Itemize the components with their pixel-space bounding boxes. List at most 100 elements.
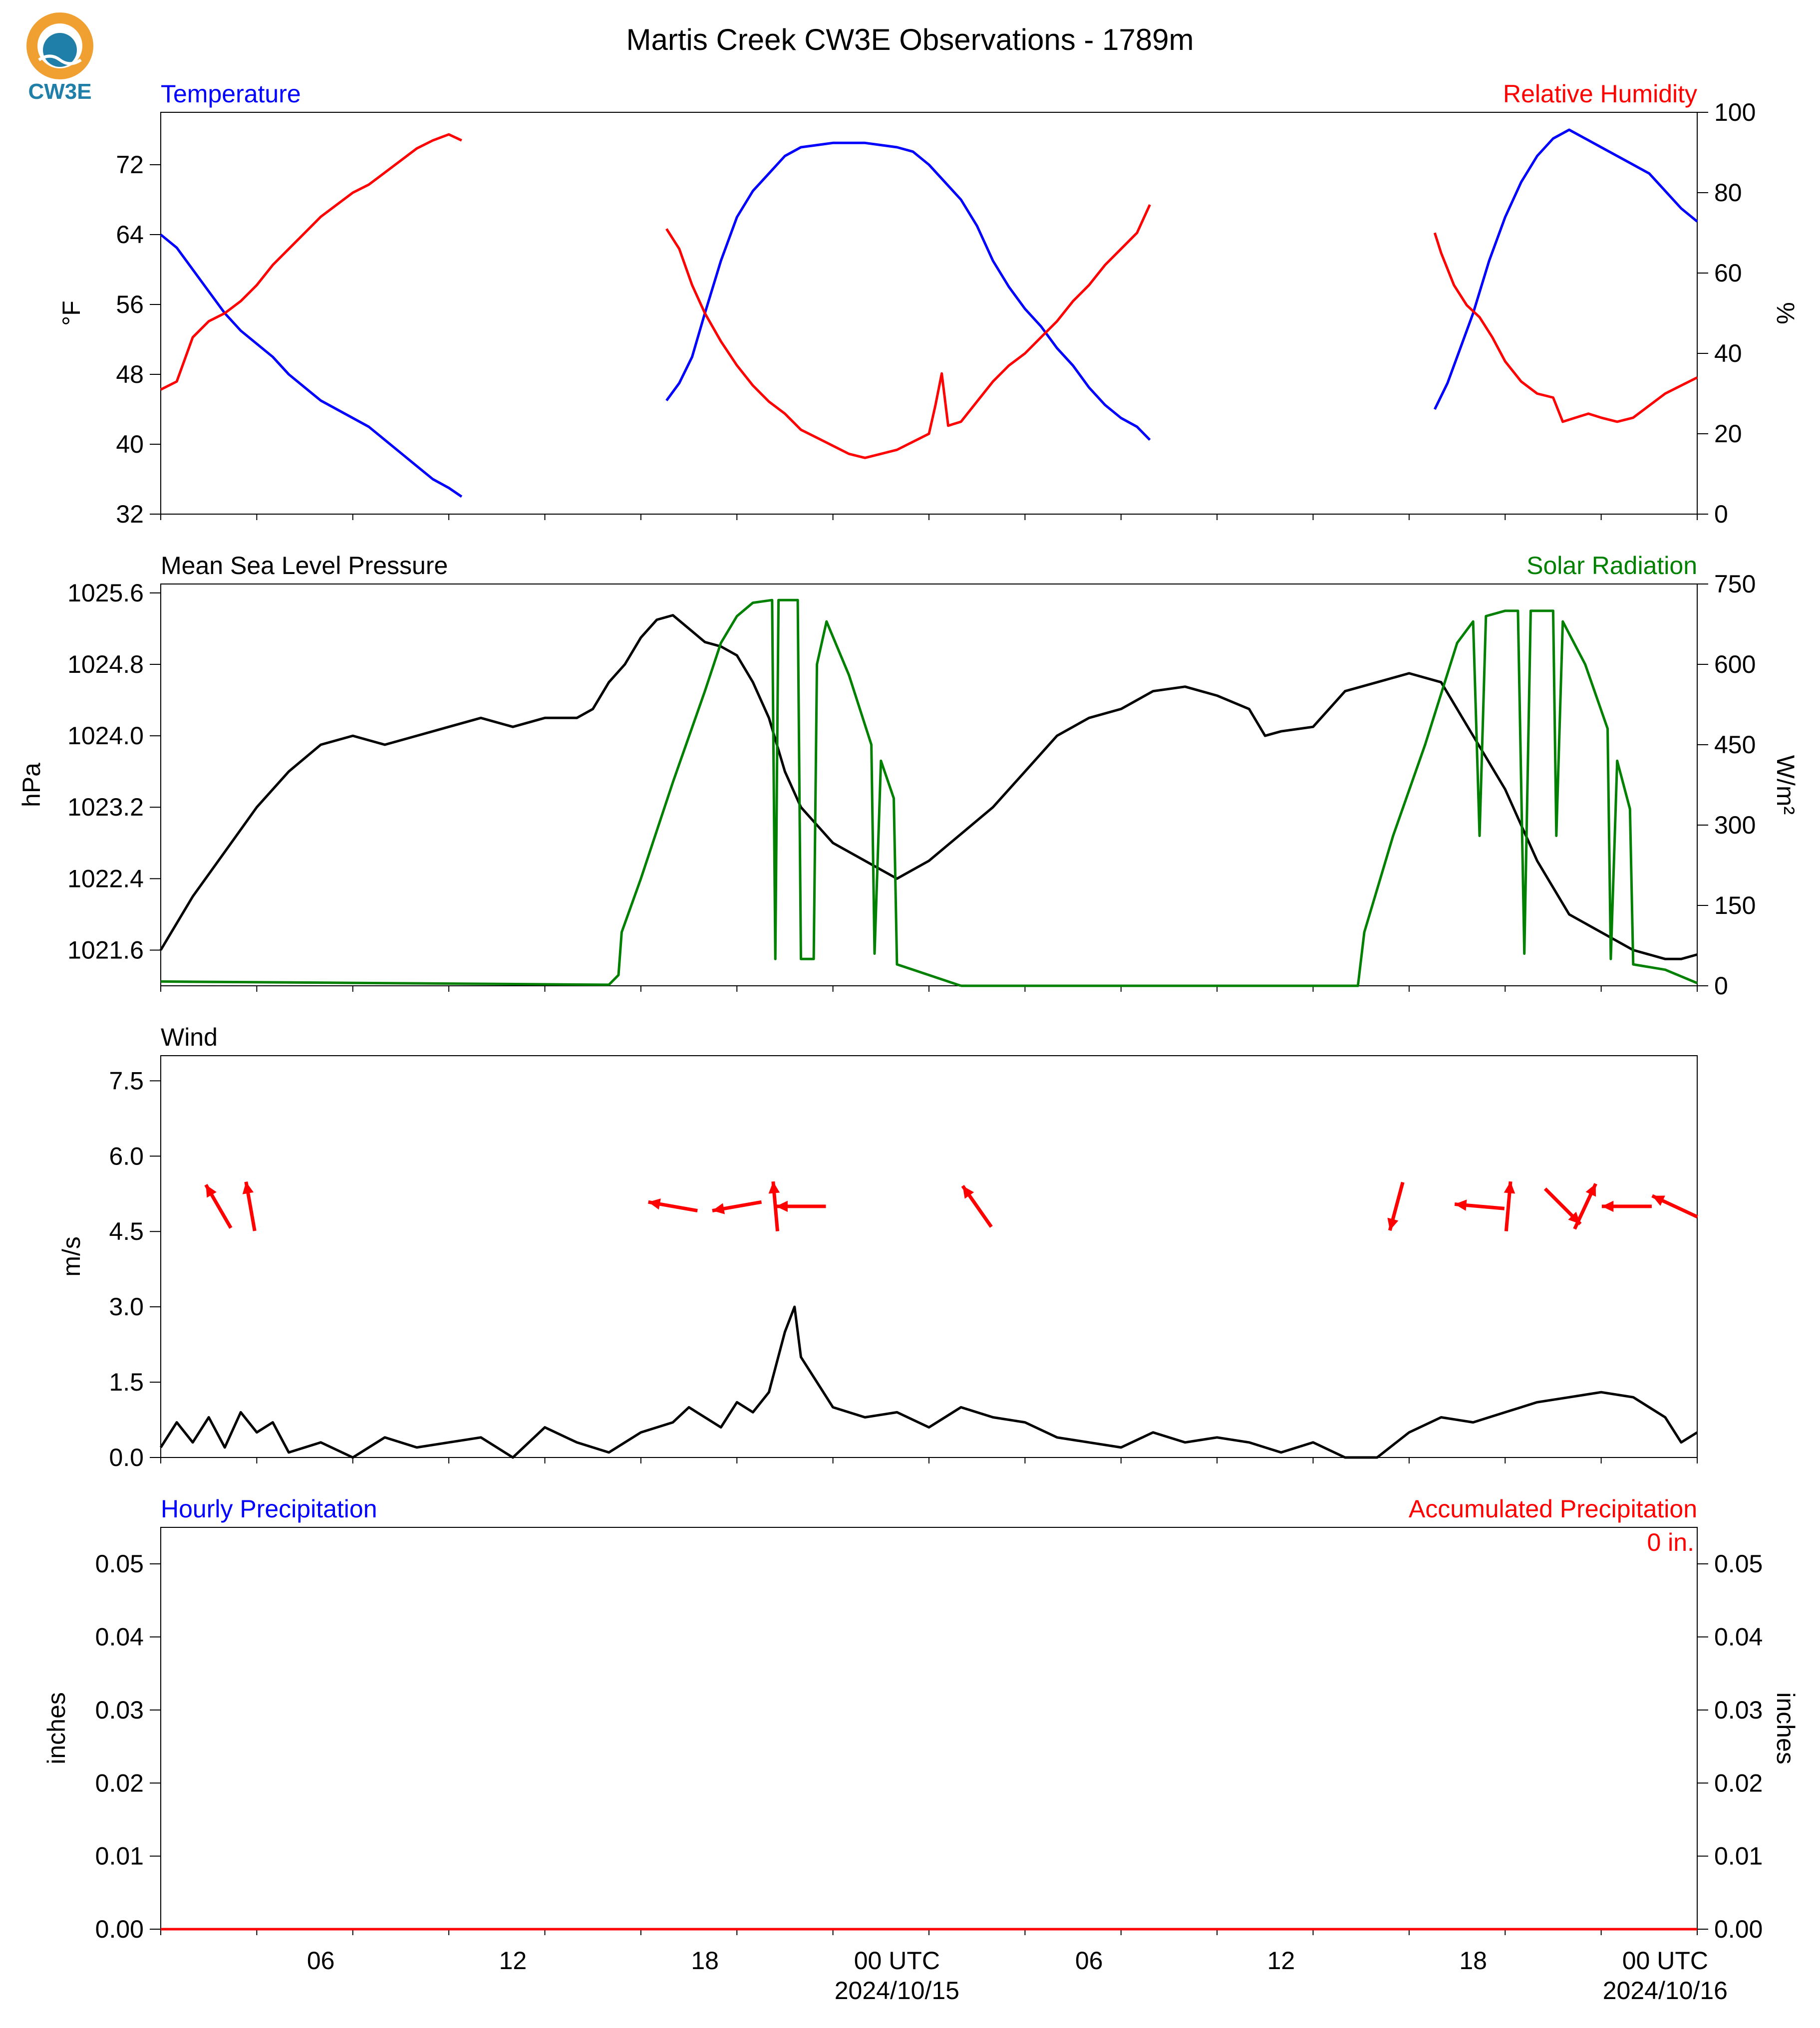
y-right-tick-label: 0.05	[1714, 1550, 1763, 1578]
y-right-tick-label: 100	[1714, 98, 1756, 126]
y-left-tick-label: 72	[116, 151, 144, 179]
y-right-tick-label: 0.02	[1714, 1769, 1763, 1797]
wind-arrow	[961, 1184, 993, 1228]
wind-arrow	[768, 1181, 780, 1231]
plot-frame	[160, 112, 1698, 515]
y-right-tick-label: 600	[1714, 650, 1756, 678]
y-left-tick-label: 4.5	[109, 1217, 144, 1245]
wind-arrow-head	[1652, 1195, 1665, 1206]
y-left-axis-label: m/s	[57, 1236, 85, 1277]
series-1-line	[665, 141, 1151, 441]
wind-arrow-head	[648, 1198, 661, 1210]
wind-arrow	[776, 1200, 826, 1212]
panel-4: Hourly Precipitation Accumulated Precipit…	[42, 1495, 1800, 2005]
x-tick-label: 18	[691, 1947, 719, 1975]
wind-arrow	[712, 1200, 762, 1214]
x-date-label: 2024/10/16	[1603, 1977, 1728, 2005]
series-1-line	[159, 614, 1698, 960]
y-right-tick-label: 0.01	[1714, 1842, 1763, 1870]
wind-arrow	[204, 1183, 233, 1229]
panel-2: Mean Sea Level Pressure Solar Radiation 10…	[17, 552, 1800, 1000]
y-left-tick-label: 7.5	[109, 1067, 144, 1095]
y-left-tick-label: 32	[116, 500, 144, 528]
series-2-line	[1433, 232, 1698, 423]
x-tick-label: 12	[1267, 1947, 1295, 1975]
y-right-tick-label: 60	[1714, 259, 1742, 287]
series-2-line	[665, 204, 1151, 459]
logo-text: CW3E	[28, 79, 91, 104]
cw3e-logo: CW3E	[26, 12, 93, 104]
wind-arrow-head	[768, 1181, 780, 1194]
wind-arrow	[1504, 1181, 1516, 1231]
y-left-tick-label: 1.5	[109, 1368, 144, 1396]
x-tick-label: 00 UTC	[1622, 1947, 1708, 1975]
right-title: Relative Humidity	[1503, 80, 1697, 108]
y-right-tick-label: 0.00	[1714, 1915, 1763, 1943]
y-left-tick-label: 1023.2	[67, 793, 144, 821]
x-tick-label: 06	[1075, 1947, 1103, 1975]
y-right-tick-label: 20	[1714, 420, 1742, 448]
left-title: Wind	[161, 1023, 218, 1051]
y-left-axis-label: inches	[42, 1692, 70, 1764]
wind-arrow	[1573, 1183, 1597, 1230]
y-right-tick-label: 0	[1714, 500, 1728, 528]
y-left-tick-label: 1021.6	[67, 936, 144, 964]
right-title: Solar Radiation	[1526, 552, 1697, 579]
y-right-tick-label: 300	[1714, 811, 1756, 839]
y-left-tick-label: 0.02	[95, 1769, 144, 1797]
y-left-tick-label: 6.0	[109, 1142, 144, 1170]
x-tick-label: 00 UTC	[854, 1947, 940, 1975]
y-left-axis-label: °F	[57, 300, 85, 326]
y-left-tick-label: 0.01	[95, 1842, 144, 1870]
y-left-tick-label: 48	[116, 360, 144, 388]
y-left-tick-label: 0.03	[95, 1696, 144, 1724]
y-right-tick-label: 80	[1714, 179, 1742, 207]
y-right-tick-label: 0	[1714, 972, 1728, 1000]
plot-frame	[160, 583, 1698, 986]
wind-arrow-head	[242, 1181, 254, 1194]
y-right-axis-label: W/m²	[1772, 755, 1800, 815]
y-left-axis-label: hPa	[17, 763, 45, 807]
y-left-tick-label: 1024.8	[67, 650, 144, 678]
y-left-tick-label: 1022.4	[67, 865, 144, 892]
y-left-tick-label: 3.0	[109, 1293, 144, 1321]
wind-arrow-head	[1455, 1199, 1467, 1211]
y-right-axis-label: %	[1772, 302, 1800, 324]
series-1-line	[160, 234, 463, 498]
y-left-tick-label: 0.04	[95, 1623, 144, 1651]
logo-wave-icon	[38, 54, 82, 65]
series-2-line	[961, 609, 1698, 987]
wind-arrow	[1454, 1199, 1505, 1211]
wind-arrow	[648, 1198, 698, 1213]
wind-arrow-head	[1387, 1217, 1399, 1231]
wind-arrow-head	[962, 1185, 974, 1199]
right-title: Accumulated Precipitation	[1409, 1495, 1697, 1523]
wind-arrow-head	[712, 1203, 725, 1214]
wind-arrow-head	[1601, 1200, 1614, 1212]
y-right-tick-label: 450	[1714, 731, 1756, 759]
left-title: Hourly Precipitation	[161, 1495, 377, 1523]
wind-arrow	[1601, 1200, 1652, 1212]
wind-arrow	[1651, 1194, 1698, 1219]
panels: Temperature Relative Humidity 32 40 48 56 64 72…	[17, 80, 1800, 2005]
y-left-tick-label: 1025.6	[67, 579, 144, 607]
y-right-axis-label: inches	[1772, 1692, 1800, 1764]
panel-1: Temperature Relative Humidity 32 40 48 56 64 72…	[57, 80, 1800, 528]
x-tick-label: 18	[1459, 1947, 1487, 1975]
y-left-tick-label: 40	[116, 430, 144, 458]
series-1-line	[1433, 128, 1698, 410]
plot-frame	[160, 1527, 1698, 1930]
wind-arrow	[1543, 1187, 1582, 1225]
y-left-tick-label: 64	[116, 221, 144, 249]
y-right-tick-label: 750	[1714, 570, 1756, 598]
series-1-line	[159, 1305, 1698, 1459]
wind-arrow	[242, 1181, 257, 1231]
y-left-tick-label: 0.0	[109, 1444, 144, 1471]
logo-ring	[26, 12, 93, 79]
y-right-tick-label: 0.04	[1714, 1623, 1763, 1651]
wind-arrow	[1387, 1181, 1405, 1231]
figure-title: Martis Creek CW3E Observations - 1789m	[626, 23, 1194, 56]
y-left-tick-label: 0.00	[95, 1915, 144, 1943]
x-tick-label: 06	[307, 1947, 335, 1975]
